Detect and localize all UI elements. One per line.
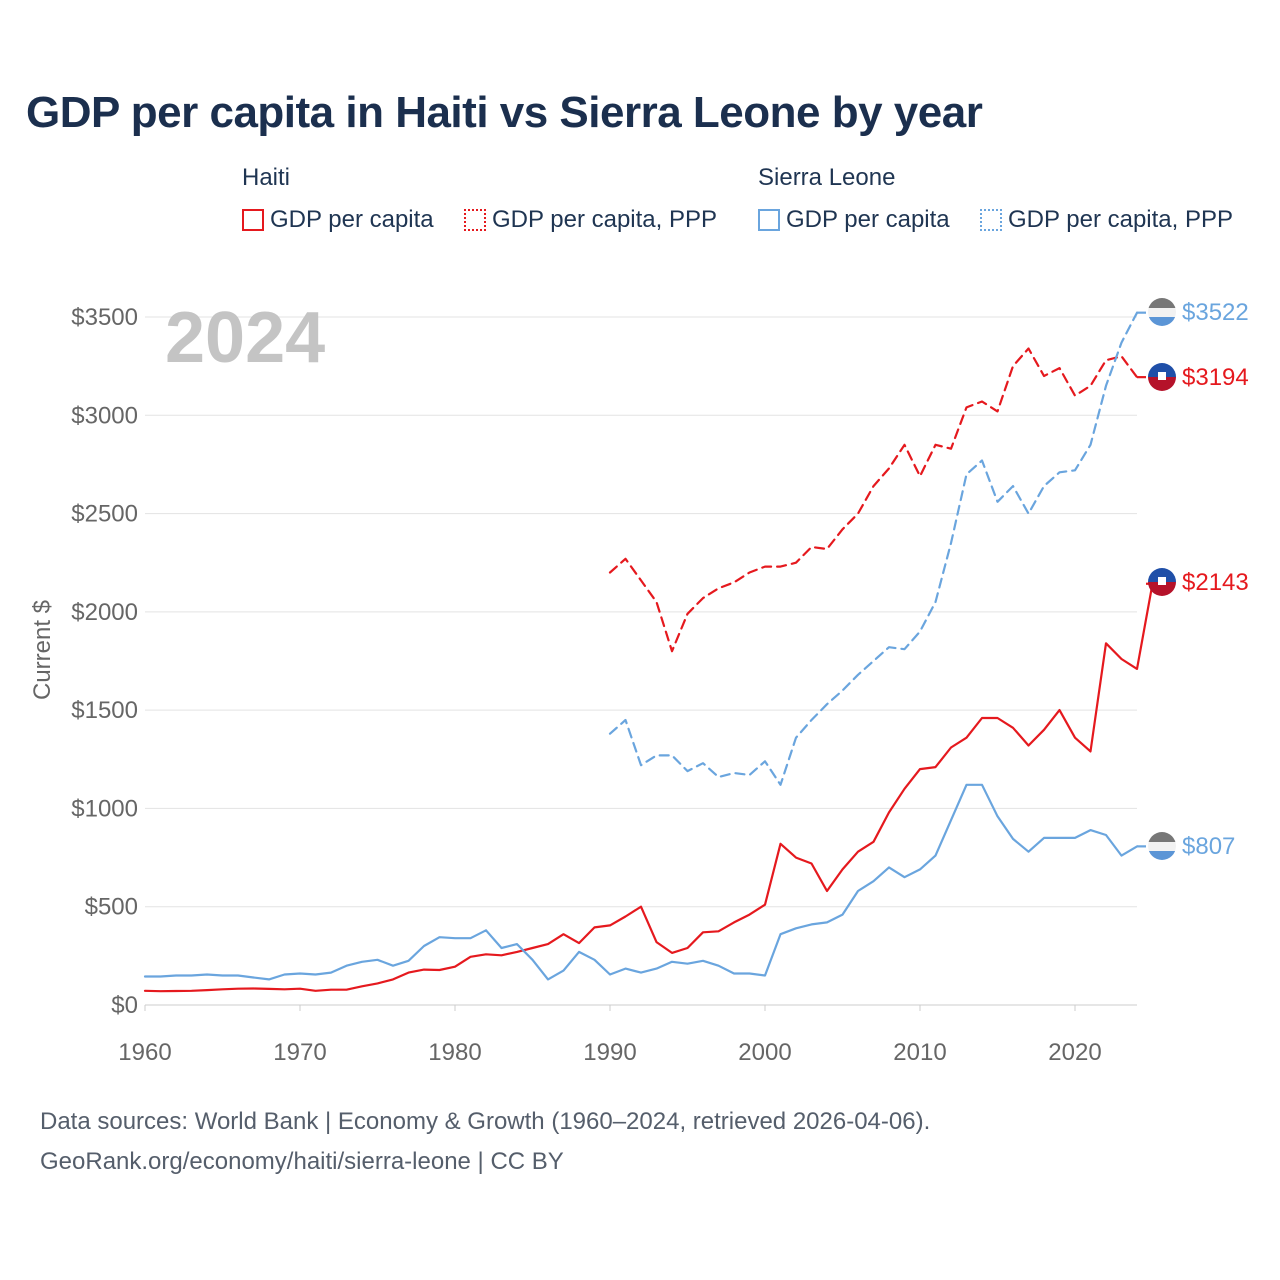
axes: $0 $500 $1000 $1500 $2000 $2500 $3000 $3500 1960… [71, 304, 1137, 1066]
haiti-flag-icon [1148, 363, 1176, 391]
x-tick-label: 2010 [893, 1039, 946, 1066]
legend-swatch-haiti-ppp [464, 209, 486, 231]
legend-group-sierra-leone: Sierra Leone [758, 164, 896, 191]
end-value-label: $807 [1182, 833, 1235, 860]
haiti-flag-icon [1148, 568, 1176, 596]
sierra-leone-flag-icon [1148, 298, 1176, 326]
end-value-label: $2143 [1182, 569, 1249, 596]
x-tick-label: 1980 [428, 1039, 481, 1066]
legend-swatch-sierra-leone-gdp [758, 209, 780, 231]
y-tick-label: $0 [111, 992, 138, 1019]
legend-item-haiti-ppp[interactable]: GDP per capita, PPP [464, 206, 717, 234]
legend-label-haiti-gdp: GDP per capita [270, 206, 434, 233]
gridlines [145, 316, 1137, 1006]
legend-item-haiti-gdp[interactable]: GDP per capita [242, 206, 434, 234]
legend-label-haiti-ppp: GDP per capita, PPP [492, 206, 717, 233]
year-watermark: 2024 [165, 298, 325, 378]
y-tick-label: $3000 [71, 402, 138, 429]
series-line-sierra-leone-gdp-per-capita-ppp[interactable] [608, 311, 1139, 786]
y-tick-label: $3500 [71, 304, 138, 331]
legend-item-sierra-leone-gdp[interactable]: GDP per capita [758, 206, 950, 234]
y-tick-label: $1000 [71, 795, 138, 822]
end-value-label: $3194 [1182, 364, 1249, 391]
series-line-sierra-leone-gdp-per-capita[interactable] [143, 783, 1139, 981]
x-tick-label: 1990 [583, 1039, 636, 1066]
y-tick-label: $1500 [71, 697, 138, 724]
footer-sources: Data sources: World Bank | Economy & Gro… [40, 1108, 931, 1135]
legend-swatch-sierra-leone-ppp [980, 209, 1002, 231]
y-axis-label: Current $ [29, 600, 56, 700]
x-tick-label: 1970 [273, 1039, 326, 1066]
legend-label-sierra-leone-ppp: GDP per capita, PPP [1008, 206, 1233, 233]
series-line-haiti-gdp-per-capita[interactable] [143, 582, 1154, 993]
series-lines [143, 311, 1154, 993]
legend-item-sierra-leone-ppp[interactable]: GDP per capita, PPP [980, 206, 1233, 234]
legend-label-sierra-leone-gdp: GDP per capita [786, 206, 950, 233]
y-tick-label: $2000 [71, 599, 138, 626]
chart-title: GDP per capita in Haiti vs Sierra Leone … [26, 88, 983, 137]
y-tick-label: $2500 [71, 501, 138, 528]
legend-group-haiti: Haiti [242, 164, 291, 191]
sierra-leone-flag-icon [1148, 832, 1176, 860]
series-line-haiti-gdp-per-capita-ppp[interactable] [608, 347, 1139, 653]
footer-attribution: GeoRank.org/economy/haiti/sierra-leone |… [40, 1148, 564, 1175]
end-value-label: $3522 [1182, 299, 1249, 326]
end-markers [1148, 298, 1176, 860]
end-labels: $2143 $3194 $807 $3522 [1182, 299, 1249, 860]
x-tick-label: 1960 [118, 1039, 171, 1066]
x-tick-label: 2020 [1048, 1039, 1101, 1066]
legend-swatch-haiti-gdp [242, 209, 264, 231]
x-tick-label: 2000 [738, 1039, 791, 1066]
y-tick-label: $500 [85, 894, 138, 921]
